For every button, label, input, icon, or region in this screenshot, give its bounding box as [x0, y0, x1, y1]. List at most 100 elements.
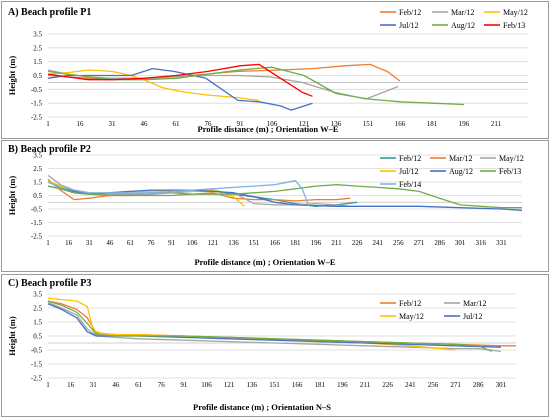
- x-tick-label: 31: [86, 239, 94, 247]
- x-tick-label: 136: [331, 120, 342, 128]
- x-tick-label: 226: [382, 381, 393, 389]
- x-tick-label: 151: [269, 381, 280, 389]
- legend-label: May/12: [499, 154, 524, 163]
- x-tick-label: 91: [180, 381, 188, 389]
- x-tick-label: 106: [187, 239, 198, 247]
- legend-label: Mar/12: [449, 154, 473, 163]
- x-tick-label: 91: [168, 239, 176, 247]
- x-axis-label: Profile distance (m) ; Orientation N–S: [193, 402, 331, 412]
- legend-label: May/12: [503, 8, 528, 17]
- y-tick-label: -2.5: [31, 114, 43, 122]
- y-tick-label: 1.5: [33, 179, 42, 187]
- x-tick-label: 121: [299, 120, 310, 128]
- x-tick-label: 91: [237, 120, 245, 128]
- y-tick-label: 3.5: [33, 31, 42, 39]
- legend-label: Feb/12: [399, 154, 421, 163]
- x-tick-label: 241: [405, 381, 416, 389]
- x-tick-label: 76: [205, 120, 213, 128]
- x-tick-label: 256: [428, 381, 439, 389]
- x-tick-label: 46: [141, 120, 149, 128]
- y-tick-label: 2.5: [33, 44, 42, 52]
- series-line-feb-14: [47, 180, 310, 207]
- x-tick-label: 166: [269, 239, 280, 247]
- series-line-jul-12: [47, 303, 501, 348]
- x-tick-label: 211: [331, 239, 342, 247]
- x-tick-label: 271: [450, 381, 461, 389]
- x-tick-label: 76: [148, 239, 156, 247]
- x-tick-label: 196: [459, 120, 470, 128]
- y-tick-label: 0.5: [33, 72, 42, 80]
- x-tick-label: 16: [67, 381, 75, 389]
- y-tick-label: -0.5: [31, 347, 43, 355]
- x-tick-label: 151: [363, 120, 374, 128]
- x-tick-label: 286: [473, 381, 484, 389]
- x-tick-label: 46: [112, 381, 120, 389]
- y-tick-label: 3.5: [33, 152, 42, 160]
- x-tick-label: 331: [496, 239, 507, 247]
- x-tick-label: 76: [158, 381, 166, 389]
- x-tick-label: 61: [173, 120, 181, 128]
- y-tick-label: -2.5: [31, 375, 43, 383]
- legend-label: Jul/12: [399, 21, 419, 30]
- x-tick-label: 31: [90, 381, 98, 389]
- x-tick-label: 1: [46, 381, 50, 389]
- y-tick-label: -0.5: [31, 86, 43, 94]
- y-tick-label: -1.5: [31, 100, 43, 108]
- x-tick-label: 241: [372, 239, 383, 247]
- panel-b-title: B) Beach profile P2: [8, 144, 91, 155]
- x-tick-label: 121: [224, 381, 235, 389]
- x-tick-label: 1: [46, 120, 50, 128]
- x-tick-label: 61: [127, 239, 135, 247]
- x-tick-label: 46: [106, 239, 114, 247]
- legend-label: Mar/12: [463, 299, 487, 308]
- x-tick-label: 121: [208, 239, 219, 247]
- series-line-unlabeled: [47, 300, 493, 353]
- x-tick-label: 226: [352, 239, 363, 247]
- x-tick-label: 181: [427, 120, 438, 128]
- x-tick-label: 181: [290, 239, 301, 247]
- legend-label: Jul/12: [463, 312, 483, 321]
- y-tick-label: 3.5: [33, 291, 42, 299]
- x-tick-label: 316: [476, 239, 487, 247]
- x-tick-label: 1: [46, 239, 50, 247]
- legend-label: Feb/13: [499, 167, 521, 176]
- x-tick-label: 136: [228, 239, 239, 247]
- legend-label: Aug/12: [449, 167, 473, 176]
- x-tick-label: 151: [249, 239, 260, 247]
- x-tick-label: 16: [77, 120, 85, 128]
- x-tick-label: 166: [395, 120, 406, 128]
- x-tick-label: 271: [414, 239, 425, 247]
- y-tick-label: -2.5: [31, 233, 43, 241]
- y-tick-label: -1.5: [31, 361, 43, 369]
- y-tick-label: 2.5: [33, 165, 42, 173]
- legend-label: Feb/12: [399, 299, 421, 308]
- x-tick-label: 301: [496, 381, 507, 389]
- series-line-feb-13: [47, 63, 313, 97]
- x-tick-label: 106: [201, 381, 212, 389]
- y-tick-label: -1.5: [31, 219, 43, 227]
- series-line-feb-13: [47, 184, 522, 209]
- x-axis-label: Profile distance (m) ; Orientation W–E: [197, 124, 338, 134]
- legend-label: Aug/12: [451, 21, 475, 30]
- y-axis-label: Height (m): [7, 56, 17, 96]
- y-tick-label: 1.5: [33, 58, 42, 66]
- legend-label: Feb/12: [399, 8, 421, 17]
- x-tick-label: 196: [337, 381, 348, 389]
- legend-label: May/12: [399, 312, 424, 321]
- x-tick-label: 211: [360, 381, 371, 389]
- y-axis-label: Height (m): [7, 176, 17, 216]
- x-tick-label: 196: [311, 239, 322, 247]
- x-axis-label: Profile distance (m) ; Orientation W–E: [194, 257, 335, 267]
- legend-label: Feb/13: [503, 21, 525, 30]
- x-tick-label: 31: [109, 120, 117, 128]
- y-tick-label: 0.5: [33, 333, 42, 341]
- x-tick-label: 61: [135, 381, 143, 389]
- y-tick-label: 1.5: [33, 319, 42, 327]
- panel-c-title: C) Beach profile P3: [8, 278, 91, 289]
- x-tick-label: 136: [247, 381, 258, 389]
- x-tick-label: 256: [393, 239, 404, 247]
- legend-label: Mar/12: [451, 8, 475, 17]
- x-tick-label: 181: [314, 381, 325, 389]
- x-tick-label: 286: [434, 239, 445, 247]
